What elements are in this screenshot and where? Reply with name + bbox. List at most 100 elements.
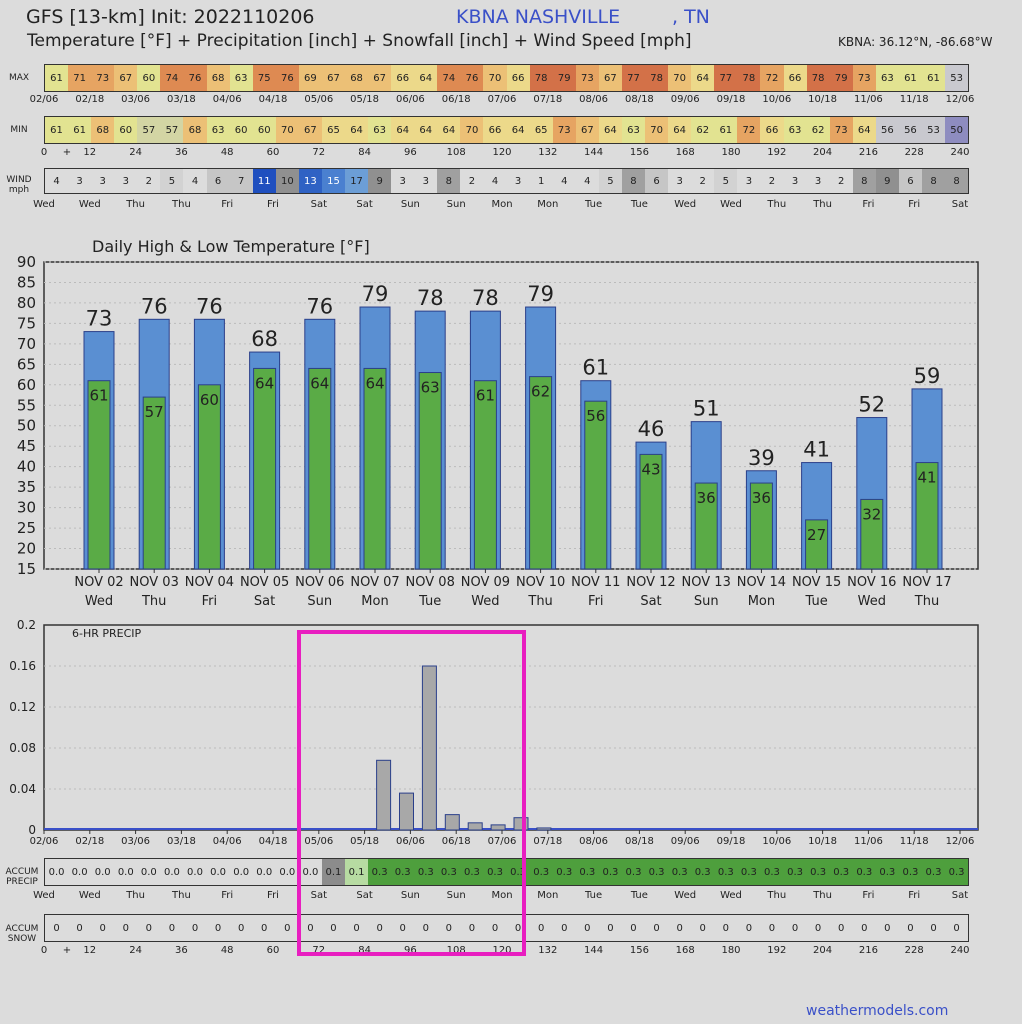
accum-precip-cell: 0.0 (71, 866, 88, 878)
low-temp-bar (253, 367, 277, 570)
max-temp-cell: 66 (391, 65, 415, 91)
wind-speed-cell: 7 (229, 169, 253, 193)
high-temp-label: 76 (196, 294, 223, 318)
wind-speed-cell: 3 (76, 175, 83, 187)
date-tick-label: NOV 06 (295, 575, 344, 590)
day-tick-label: Sat (356, 199, 373, 210)
low-temp-label: 63 (421, 379, 440, 397)
min-temp-cell: 73 (552, 117, 576, 143)
date-axis-top: 02/06 02/18 03/06 03/18 04/06 04/18 05/06 05/18… (0, 94, 1022, 108)
day-tick-label: Fri (908, 199, 921, 210)
accum-snow-cell: 0 (907, 922, 914, 934)
min-row-label: MIN (10, 125, 28, 135)
date-tick-label: 09/18 (717, 836, 746, 847)
wind-speed-cell: 9 (368, 169, 392, 193)
accum-precip-cell: 0.3 (668, 859, 692, 885)
low-temp-bar (308, 367, 332, 570)
precip-bar (376, 759, 392, 831)
max-temp-cell: 67 (114, 65, 138, 91)
y-tick-label: 35 (17, 478, 36, 496)
precip-bar-chart: 0 0.04 0.08 0.12 0.16 0.2 6-HR PRECIP 02/06 02/1… (9, 618, 979, 847)
low-temp-label: 36 (697, 489, 716, 507)
accum-precip-cell: 0.1 (345, 859, 369, 885)
y-tick-label: 30 (17, 499, 36, 517)
day-tick-label: Thu (767, 890, 787, 901)
wind-speed-cell: 3 (99, 175, 106, 187)
forecast-hour-tick-label: 132 (538, 147, 558, 158)
chart-title: Daily High & Low Temperature [°F] (92, 237, 370, 256)
wind-speed-cell: 2 (699, 175, 706, 187)
forecast-hour-tick-label: 216 (858, 147, 878, 158)
weekday-tick-label: Tue (418, 594, 441, 609)
variables-subtitle: Temperature [°F] + Precipitation [inch] … (27, 31, 692, 51)
forecast-hour-tick-label: 108 (446, 945, 466, 956)
forecast-hour-tick-label: + (62, 945, 72, 956)
day-tick-label: Thu (171, 890, 191, 901)
day-tick-label: Wed (78, 890, 101, 901)
low-temp-label: 61 (89, 387, 108, 405)
date-tick-label: 10/18 (808, 836, 837, 847)
min-temp-cell: 60 (229, 117, 253, 143)
accum-snow-cell: 0 (214, 922, 222, 934)
accum-snow-cell: 0 (607, 922, 614, 934)
min-temp-cell: 67 (575, 117, 599, 143)
wind-speed-cell: 13 (298, 169, 322, 193)
accum-snow-cell: 0 (699, 922, 706, 934)
date-tick-label: 05/06 (304, 94, 334, 105)
y-tick-label: 55 (17, 396, 36, 414)
high-temp-label: 79 (527, 282, 554, 306)
date-tick-label: 05/18 (350, 836, 379, 847)
low-temp-label: 56 (586, 407, 605, 425)
day-tick-label: Mon (491, 890, 513, 901)
accum-precip-cell: 0.3 (621, 859, 646, 885)
date-tick-label: 02/06 (29, 94, 59, 105)
day-tick-label: Wed (720, 890, 742, 901)
min-temp-cell: 70 (460, 117, 484, 143)
date-tick-label: 06/18 (442, 836, 471, 847)
forecast-hour-tick-label: 156 (629, 147, 649, 158)
weekday-tick-label: Wed (85, 594, 113, 609)
date-tick-label: 04/18 (258, 94, 288, 105)
accum-precip-cell: 0.3 (552, 859, 576, 885)
forecast-hour-tick-label: 156 (629, 945, 649, 956)
accum-snow-strip: 0 0 0 0 0 0 0 0 0 0 0 0 0 0 0 0 0 0 0 0 0 0 0 0 0 0 0 0 0 0 0 0 0 0 0 0 0 0 0 0 (44, 914, 969, 942)
accum-snow-cell: 0 (630, 922, 637, 934)
forecast-hour-tick-label: 180 (721, 945, 741, 956)
day-tick-label: Thu (126, 199, 145, 210)
credit-link[interactable]: weathermodels.com (806, 1003, 949, 1019)
forecast-hour-tick-label: 36 (175, 945, 188, 956)
accum-precip-cell: 0.0 (140, 866, 157, 878)
max-temp-cell: 74 (437, 65, 461, 91)
min-temp-cell: 62 (691, 117, 715, 143)
max-temp-cell: 76 (460, 65, 484, 91)
date-tick-label: 11/18 (899, 94, 929, 105)
high-temp-label: 51 (693, 397, 720, 421)
day-tick-label: Fri (862, 890, 875, 901)
forecast-hour-tick-label: 96 (404, 147, 417, 158)
y-tick-label: 20 (17, 540, 36, 558)
day-tick-label: Sat (356, 890, 373, 901)
accum-snow-cell: 0 (376, 922, 383, 934)
y-tick-label: 0.04 (9, 782, 36, 796)
max-temp-cell: 76 (183, 65, 207, 91)
accum-precip-cell: 0.3 (875, 859, 899, 885)
high-temp-label: 52 (858, 393, 885, 417)
forecast-hour-tick-label: 168 (675, 147, 695, 158)
max-temp-cell: 78 (645, 65, 669, 91)
weekday-tick-label: Thu (914, 594, 939, 609)
day-tick-label: Fri (908, 890, 921, 901)
day-tick-label: Tue (585, 890, 603, 901)
date-tick-label: 04/18 (259, 836, 288, 847)
y-tick-label: 75 (17, 314, 36, 332)
max-temp-cell: 76 (275, 65, 299, 91)
weekday-tick-label: Thu (527, 594, 552, 609)
low-temp-bar (529, 376, 553, 570)
y-tick-label: 85 (17, 273, 36, 291)
model-title: GFS [13-km] Init: 2022110206 (26, 6, 315, 28)
precip-bar (490, 824, 506, 831)
accum-snow-cell: 0 (330, 922, 337, 934)
accum-snow-cell: 0 (861, 922, 868, 934)
accum-precip-cell: 0.3 (898, 859, 922, 885)
low-temp-bar (363, 367, 387, 570)
forecast-hour-tick-label: 0 (40, 147, 48, 158)
